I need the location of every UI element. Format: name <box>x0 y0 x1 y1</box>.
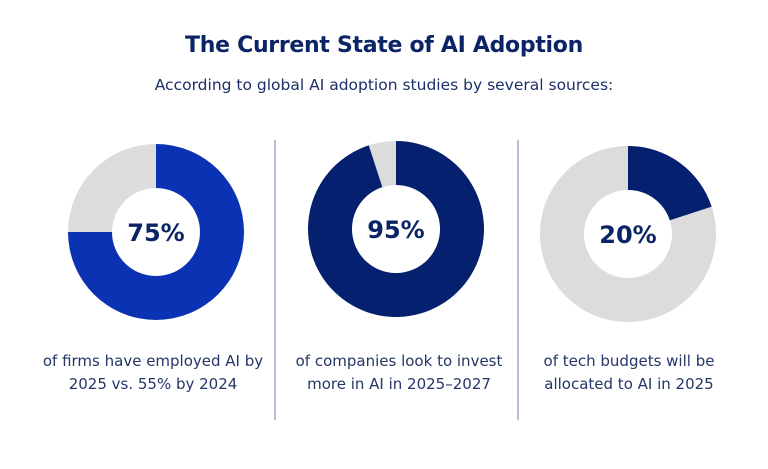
donut-1-slice-remainder <box>68 144 156 232</box>
page-title: The Current State of AI Adoption <box>185 33 583 58</box>
donut-3-slice-share <box>628 146 712 221</box>
column-divider-1 <box>274 140 276 420</box>
column-divider-2 <box>517 140 519 420</box>
donut-label-3: 20% <box>599 221 656 249</box>
caption-2: of companies look to invest more in AI i… <box>295 352 503 393</box>
donut-chart-3: 20% <box>540 146 717 322</box>
donut-label-1: 75% <box>127 219 184 247</box>
donut-3-slice-remainder <box>540 146 717 322</box>
donut-label-2: 95% <box>367 216 424 244</box>
donut-chart-2: 95% <box>308 141 485 317</box>
caption-1: of firms have employed AI by 2025 vs. 55… <box>42 352 264 393</box>
page-subtitle: According to global AI adoption studies … <box>154 76 614 94</box>
donut-2-slice-share <box>308 141 485 317</box>
donut-2-slice-remainder <box>368 141 396 188</box>
donut-chart-1: 75% <box>68 144 244 320</box>
donut-1-slice-share <box>68 144 244 320</box>
caption-3: of tech budgets will be allocated to AI … <box>543 352 715 393</box>
